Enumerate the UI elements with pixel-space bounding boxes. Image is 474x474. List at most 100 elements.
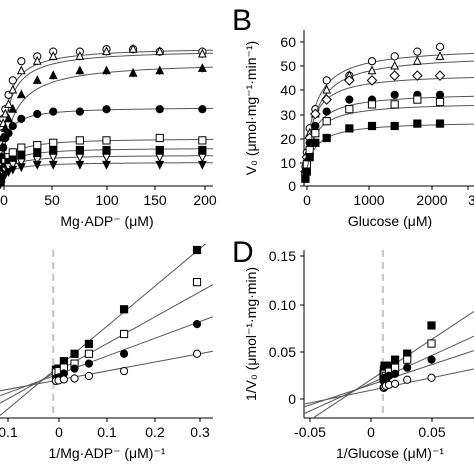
data-point <box>17 57 26 66</box>
data-point <box>75 145 84 155</box>
data-point <box>33 109 42 119</box>
data-point <box>102 46 111 56</box>
data-point <box>367 121 377 131</box>
fit-line <box>0 350 213 392</box>
y-tick-label: 20 <box>280 131 296 147</box>
data-point <box>412 70 423 81</box>
data-point <box>8 160 18 170</box>
data-point <box>102 160 111 170</box>
y-tick-label: 30 <box>280 107 296 123</box>
data-point <box>311 121 320 131</box>
x-tick-label: 3 <box>468 192 474 208</box>
data-point <box>8 148 17 157</box>
series-7 <box>0 153 213 189</box>
data-point <box>390 100 399 109</box>
data-point <box>70 349 79 358</box>
data-point <box>119 329 129 339</box>
data-point <box>311 129 320 138</box>
data-point <box>155 145 164 155</box>
data-point <box>102 65 111 75</box>
data-point <box>390 369 400 378</box>
data-point <box>192 349 202 358</box>
fit-line <box>0 284 213 404</box>
data-point <box>322 76 331 85</box>
data-point <box>4 168 13 177</box>
data-point <box>390 355 400 364</box>
x-tick-label: 0.05 <box>418 424 445 440</box>
series-3 <box>0 63 213 186</box>
y-axis-label: 1/V₀ (μmol⁻¹·mg·min) <box>243 267 259 401</box>
x-tick-label: 0 <box>55 424 63 440</box>
data-point <box>119 349 129 358</box>
x-tick-label: 2000 <box>416 192 447 208</box>
data-point <box>8 103 18 113</box>
data-point <box>155 65 165 75</box>
data-point <box>8 121 17 131</box>
data-point <box>366 75 378 86</box>
series-6 <box>301 119 474 186</box>
x-tick-label: 0 <box>0 192 8 208</box>
data-point <box>322 133 331 143</box>
x-tick-label: 200 <box>193 192 217 208</box>
data-point <box>102 153 111 163</box>
data-point <box>197 160 207 170</box>
data-point <box>70 364 79 373</box>
data-point <box>17 150 26 159</box>
data-point <box>17 114 26 123</box>
x-axis-label: Mg·ADP⁻ (μM) <box>60 213 153 229</box>
fit-line <box>304 123 474 186</box>
data-point <box>197 63 207 72</box>
data-point <box>389 70 400 81</box>
data-point <box>49 145 58 155</box>
data-point <box>48 160 58 170</box>
series-2 <box>0 278 213 404</box>
series-5 <box>301 95 474 186</box>
data-point <box>32 55 42 65</box>
data-point <box>16 163 26 173</box>
data-point <box>413 95 422 104</box>
data-point <box>102 145 111 155</box>
data-point <box>413 119 422 128</box>
data-point <box>33 148 42 157</box>
data-point <box>119 305 129 314</box>
data-point <box>197 153 207 163</box>
x-axis-label: Glucose (μM) <box>348 213 432 229</box>
data-point <box>75 51 85 60</box>
data-point <box>311 138 320 147</box>
y-tick-label: 0 <box>288 178 296 194</box>
data-point <box>198 145 207 155</box>
data-point <box>390 60 400 70</box>
data-point <box>75 136 84 145</box>
data-point <box>4 99 13 108</box>
data-point <box>412 55 422 65</box>
fit-line <box>0 244 207 417</box>
data-point <box>345 105 354 114</box>
data-point <box>84 359 94 368</box>
data-point <box>70 374 79 383</box>
y-tick-label: 0.05 <box>269 344 296 360</box>
y-tick-label: 40 <box>280 82 296 98</box>
data-point <box>435 42 445 51</box>
data-point <box>75 153 85 163</box>
data-point <box>0 108 10 118</box>
data-point <box>0 143 8 152</box>
data-point <box>4 113 13 123</box>
x-axis-label: 1/Mg·ADP⁻ (μM)⁻¹ <box>49 445 166 461</box>
data-point <box>390 121 399 131</box>
data-point <box>155 160 165 170</box>
data-point <box>403 355 412 364</box>
data-point <box>413 47 422 56</box>
x-tick-label: 1000 <box>353 192 384 208</box>
data-point <box>16 65 26 75</box>
data-point <box>310 108 321 120</box>
data-point <box>84 371 94 381</box>
data-point <box>435 90 445 99</box>
data-point <box>155 153 165 163</box>
data-point <box>345 95 354 104</box>
data-point <box>75 160 85 170</box>
data-point <box>32 156 42 165</box>
data-point <box>427 355 436 364</box>
data-point <box>390 379 400 388</box>
